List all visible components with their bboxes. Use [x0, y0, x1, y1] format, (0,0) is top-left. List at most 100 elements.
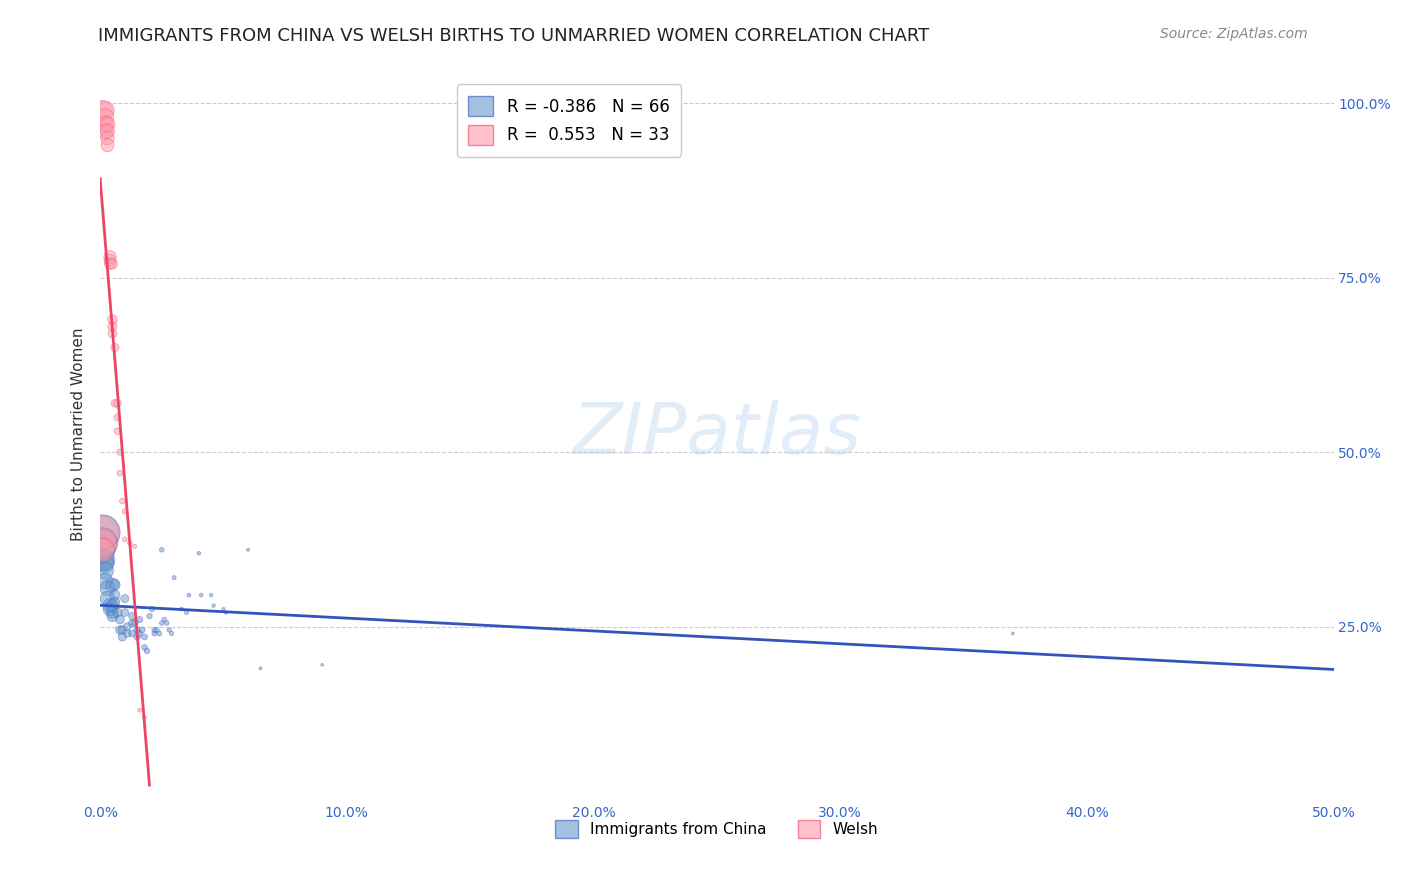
- Point: [96, 131, 118, 145]
- Point: [108, 445, 131, 459]
- Point: [150, 542, 173, 557]
- Point: [98, 602, 121, 616]
- Point: [101, 326, 124, 341]
- Point: [117, 626, 139, 640]
- Point: [190, 588, 212, 602]
- Point: [212, 602, 235, 616]
- Point: [104, 396, 127, 410]
- Point: [104, 595, 127, 609]
- Point: [1001, 626, 1024, 640]
- Point: [104, 341, 127, 355]
- Point: [104, 588, 127, 602]
- Point: [177, 588, 200, 602]
- Point: [163, 571, 186, 585]
- Point: [128, 626, 150, 640]
- Point: [127, 623, 149, 637]
- Point: [124, 539, 146, 553]
- Point: [143, 623, 166, 637]
- Point: [236, 542, 259, 557]
- Point: [136, 644, 159, 658]
- Point: [114, 591, 136, 606]
- Point: [108, 613, 131, 627]
- Point: [143, 626, 166, 640]
- Point: [131, 623, 153, 637]
- Point: [114, 533, 136, 547]
- Y-axis label: Births to Unmarried Women: Births to Unmarried Women: [72, 328, 86, 541]
- Point: [98, 257, 121, 271]
- Point: [94, 564, 117, 578]
- Point: [121, 615, 143, 630]
- Point: [121, 609, 143, 624]
- Point: [105, 410, 128, 425]
- Point: [160, 626, 183, 640]
- Point: [187, 546, 209, 560]
- Point: [91, 542, 114, 557]
- Point: [134, 640, 156, 655]
- Point: [96, 117, 118, 131]
- Point: [128, 613, 150, 627]
- Point: [157, 623, 180, 637]
- Point: [101, 599, 124, 613]
- Point: [94, 553, 117, 567]
- Point: [127, 630, 149, 644]
- Point: [138, 609, 160, 624]
- Point: [111, 494, 134, 508]
- Point: [118, 536, 141, 550]
- Point: [249, 661, 271, 675]
- Point: [114, 606, 136, 620]
- Point: [170, 602, 193, 616]
- Point: [91, 525, 114, 540]
- Text: ZIPatlas: ZIPatlas: [572, 401, 862, 469]
- Point: [94, 111, 117, 125]
- Point: [91, 553, 114, 567]
- Point: [114, 504, 136, 518]
- Point: [104, 577, 127, 591]
- Point: [105, 396, 128, 410]
- Legend: Immigrants from China, Welsh: Immigrants from China, Welsh: [550, 814, 884, 845]
- Point: [108, 623, 131, 637]
- Point: [141, 602, 163, 616]
- Point: [91, 536, 114, 550]
- Point: [153, 613, 176, 627]
- Point: [311, 657, 333, 672]
- Point: [94, 117, 117, 131]
- Point: [117, 619, 139, 633]
- Point: [91, 542, 114, 557]
- Point: [202, 599, 225, 613]
- Point: [105, 424, 128, 438]
- Point: [134, 630, 156, 644]
- Point: [111, 623, 134, 637]
- Point: [98, 250, 121, 264]
- Point: [98, 253, 121, 268]
- Point: [101, 606, 124, 620]
- Point: [101, 577, 124, 591]
- Point: [215, 606, 238, 620]
- Point: [128, 703, 150, 717]
- Text: Source: ZipAtlas.com: Source: ZipAtlas.com: [1160, 27, 1308, 41]
- Point: [101, 319, 124, 334]
- Point: [94, 574, 117, 589]
- Point: [94, 103, 117, 118]
- Point: [176, 606, 198, 620]
- Point: [124, 615, 146, 630]
- Point: [101, 312, 124, 326]
- Point: [150, 615, 173, 630]
- Point: [146, 623, 169, 637]
- Point: [96, 124, 118, 138]
- Point: [105, 606, 128, 620]
- Point: [108, 466, 131, 480]
- Point: [101, 609, 124, 624]
- Point: [200, 588, 222, 602]
- Point: [96, 138, 118, 153]
- Point: [148, 626, 170, 640]
- Point: [134, 710, 156, 724]
- Point: [91, 536, 114, 550]
- Point: [98, 599, 121, 613]
- Point: [91, 103, 114, 118]
- Point: [111, 630, 134, 644]
- Text: IMMIGRANTS FROM CHINA VS WELSH BIRTHS TO UNMARRIED WOMEN CORRELATION CHART: IMMIGRANTS FROM CHINA VS WELSH BIRTHS TO…: [98, 27, 929, 45]
- Point: [101, 257, 124, 271]
- Point: [121, 626, 143, 640]
- Point: [94, 124, 117, 138]
- Point: [156, 615, 179, 630]
